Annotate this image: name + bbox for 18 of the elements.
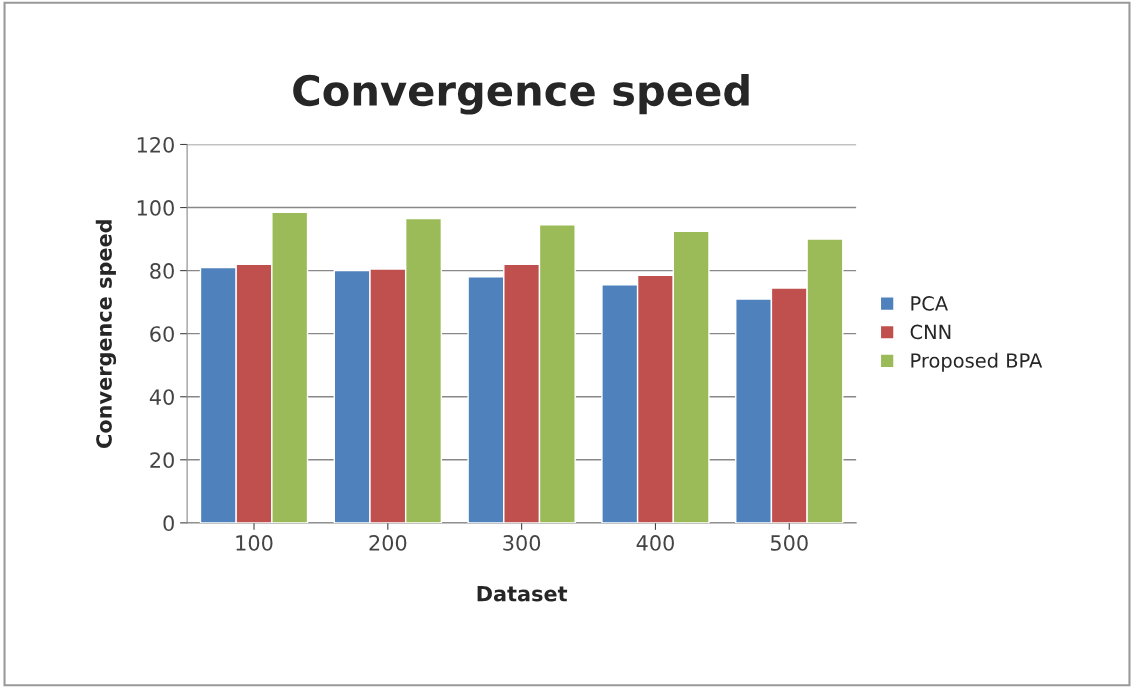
legend-label: Proposed BPA (911, 352, 1043, 372)
legend-label: CNN (910, 324, 951, 340)
y-tick-label: 40 (149, 389, 174, 405)
y-tick-label: 80 (150, 263, 174, 279)
chart-title: Convergence speed (293, 73, 749, 115)
y-tick-label: 20 (150, 452, 174, 469)
y-tick-label: 100 (137, 200, 174, 216)
x-tick-label: 400 (636, 535, 674, 551)
y-tick-label: 60 (150, 326, 174, 342)
y-axis-title: Convergence speed (95, 220, 117, 448)
x-tick-label: 500 (770, 535, 808, 551)
x-tick-label: 100 (236, 535, 273, 551)
y-tick-label: 120 (137, 136, 174, 153)
x-tick-label: 200 (369, 535, 407, 551)
legend-label: PCA (911, 296, 948, 311)
x-axis-title: Dataset (477, 586, 568, 602)
y-tick-label: 0 (163, 515, 174, 532)
x-tick-label: 300 (503, 535, 541, 551)
